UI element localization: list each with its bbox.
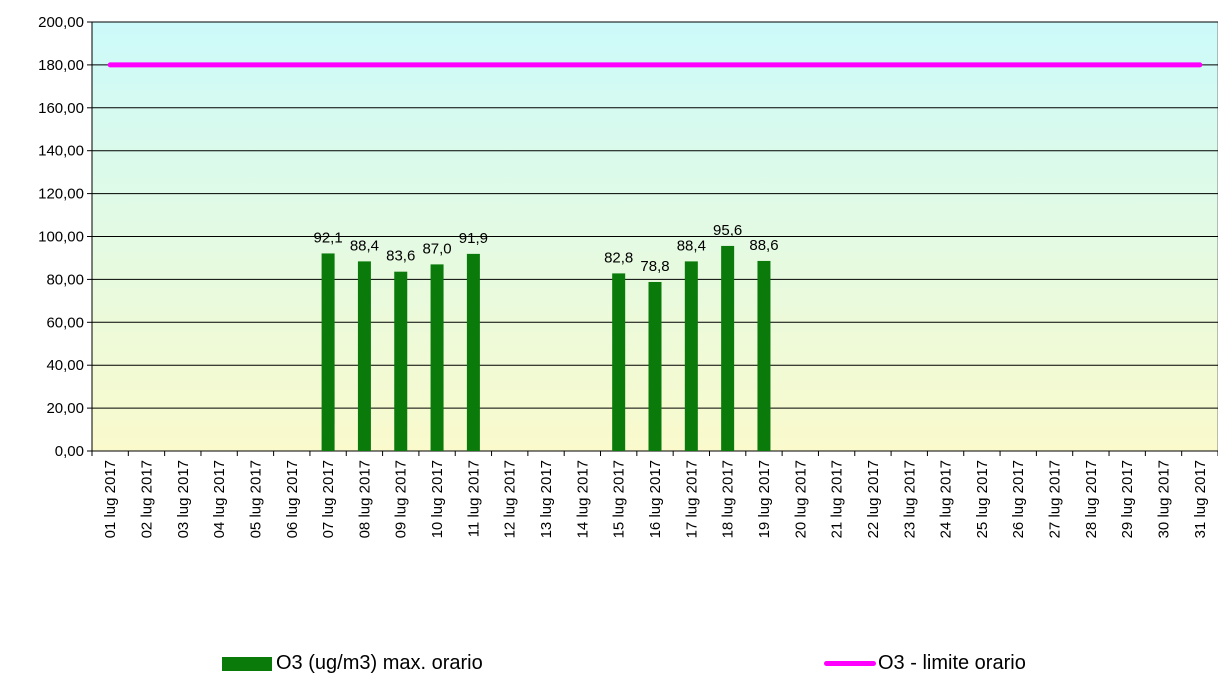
x-axis: 01 lug 2017 02 lug 2017 03 lug 2017 04 lug …	[91, 450, 1218, 538]
bar	[321, 253, 335, 451]
bar	[394, 271, 408, 451]
data-label: 82,8	[604, 249, 633, 266]
x-tick-label: 13 lug 2017	[538, 460, 555, 538]
y-tick-label: 20,00	[46, 400, 84, 417]
data-label: 95,6	[713, 222, 742, 239]
x-tick-label: 11 lug 2017	[465, 460, 482, 537]
bar	[430, 264, 444, 451]
data-label: 92,1	[313, 229, 342, 246]
x-tick-label: 15 lug 2017	[611, 460, 628, 538]
x-tick-label: 01 lug 2017	[102, 460, 119, 538]
x-tick-label: 20 lug 2017	[792, 460, 809, 538]
x-tick-label: 04 lug 2017	[211, 460, 228, 538]
x-tick-label: 19 lug 2017	[756, 460, 773, 538]
x-tick-label: 16 lug 2017	[647, 460, 664, 538]
x-tick-label: 24 lug 2017	[938, 460, 955, 538]
x-tick-label: 26 lug 2017	[1010, 460, 1027, 538]
x-tick-label: 12 lug 2017	[502, 460, 519, 538]
x-tick-label: 29 lug 2017	[1119, 460, 1136, 538]
y-tick-label: 0,00	[55, 443, 84, 460]
y-tick-label: 60,00	[46, 314, 84, 331]
y-tick-label: 80,00	[46, 271, 84, 288]
x-tick-label: 23 lug 2017	[901, 460, 918, 538]
data-label: 83,6	[386, 248, 415, 265]
bar	[466, 253, 480, 451]
x-tick-label: 06 lug 2017	[284, 460, 301, 538]
data-label: 91,9	[459, 230, 488, 247]
y-tick-label: 160,00	[38, 100, 84, 117]
y-tick-label: 200,00	[38, 14, 84, 31]
x-tick-label: 09 lug 2017	[393, 460, 410, 538]
bar-series	[321, 245, 771, 451]
y-axis: 0,00 20,00 40,00 60,00 80,00 100,00 120,00 140,…	[38, 14, 93, 460]
y-tick-label: 100,00	[38, 229, 84, 246]
bar	[357, 261, 371, 451]
data-label: 78,8	[640, 258, 669, 275]
x-tick-label: 14 lug 2017	[574, 460, 591, 538]
x-tick-label: 10 lug 2017	[429, 460, 446, 538]
y-tick-label: 180,00	[38, 57, 84, 74]
data-labels: 92,1 88,4 83,6 87,0 91,9 82,8 78,8 88,4 95,6 88,6	[313, 222, 778, 275]
y-tick-label: 140,00	[38, 143, 84, 160]
bar	[757, 260, 771, 451]
data-label: 87,0	[422, 240, 451, 257]
x-tick-label: 08 lug 2017	[356, 460, 373, 538]
x-tick-label: 18 lug 2017	[720, 460, 737, 538]
x-tick-label: 27 lug 2017	[1047, 460, 1064, 538]
bar	[684, 261, 698, 451]
x-tick-label: 28 lug 2017	[1083, 460, 1100, 538]
bar	[648, 281, 662, 451]
x-tick-label: 22 lug 2017	[865, 460, 882, 538]
x-tick-label: 02 lug 2017	[138, 460, 155, 538]
x-tick-label: 30 lug 2017	[1156, 460, 1173, 538]
bar	[721, 245, 735, 451]
x-tick-label: 21 lug 2017	[829, 460, 846, 538]
y-tick-label: 120,00	[38, 186, 84, 203]
y-tick-label: 40,00	[46, 357, 84, 374]
x-tick-label: 25 lug 2017	[974, 460, 991, 538]
x-tick-label: 05 lug 2017	[247, 460, 264, 538]
x-tick-label: 03 lug 2017	[175, 460, 192, 538]
data-label: 88,4	[677, 237, 706, 254]
x-tick-label: 07 lug 2017	[320, 460, 337, 538]
data-label: 88,4	[350, 237, 379, 254]
x-tick-label: 17 lug 2017	[683, 460, 700, 538]
x-tick-label: 31 lug 2017	[1192, 460, 1209, 538]
data-label: 88,6	[749, 237, 778, 254]
bar	[612, 273, 626, 451]
